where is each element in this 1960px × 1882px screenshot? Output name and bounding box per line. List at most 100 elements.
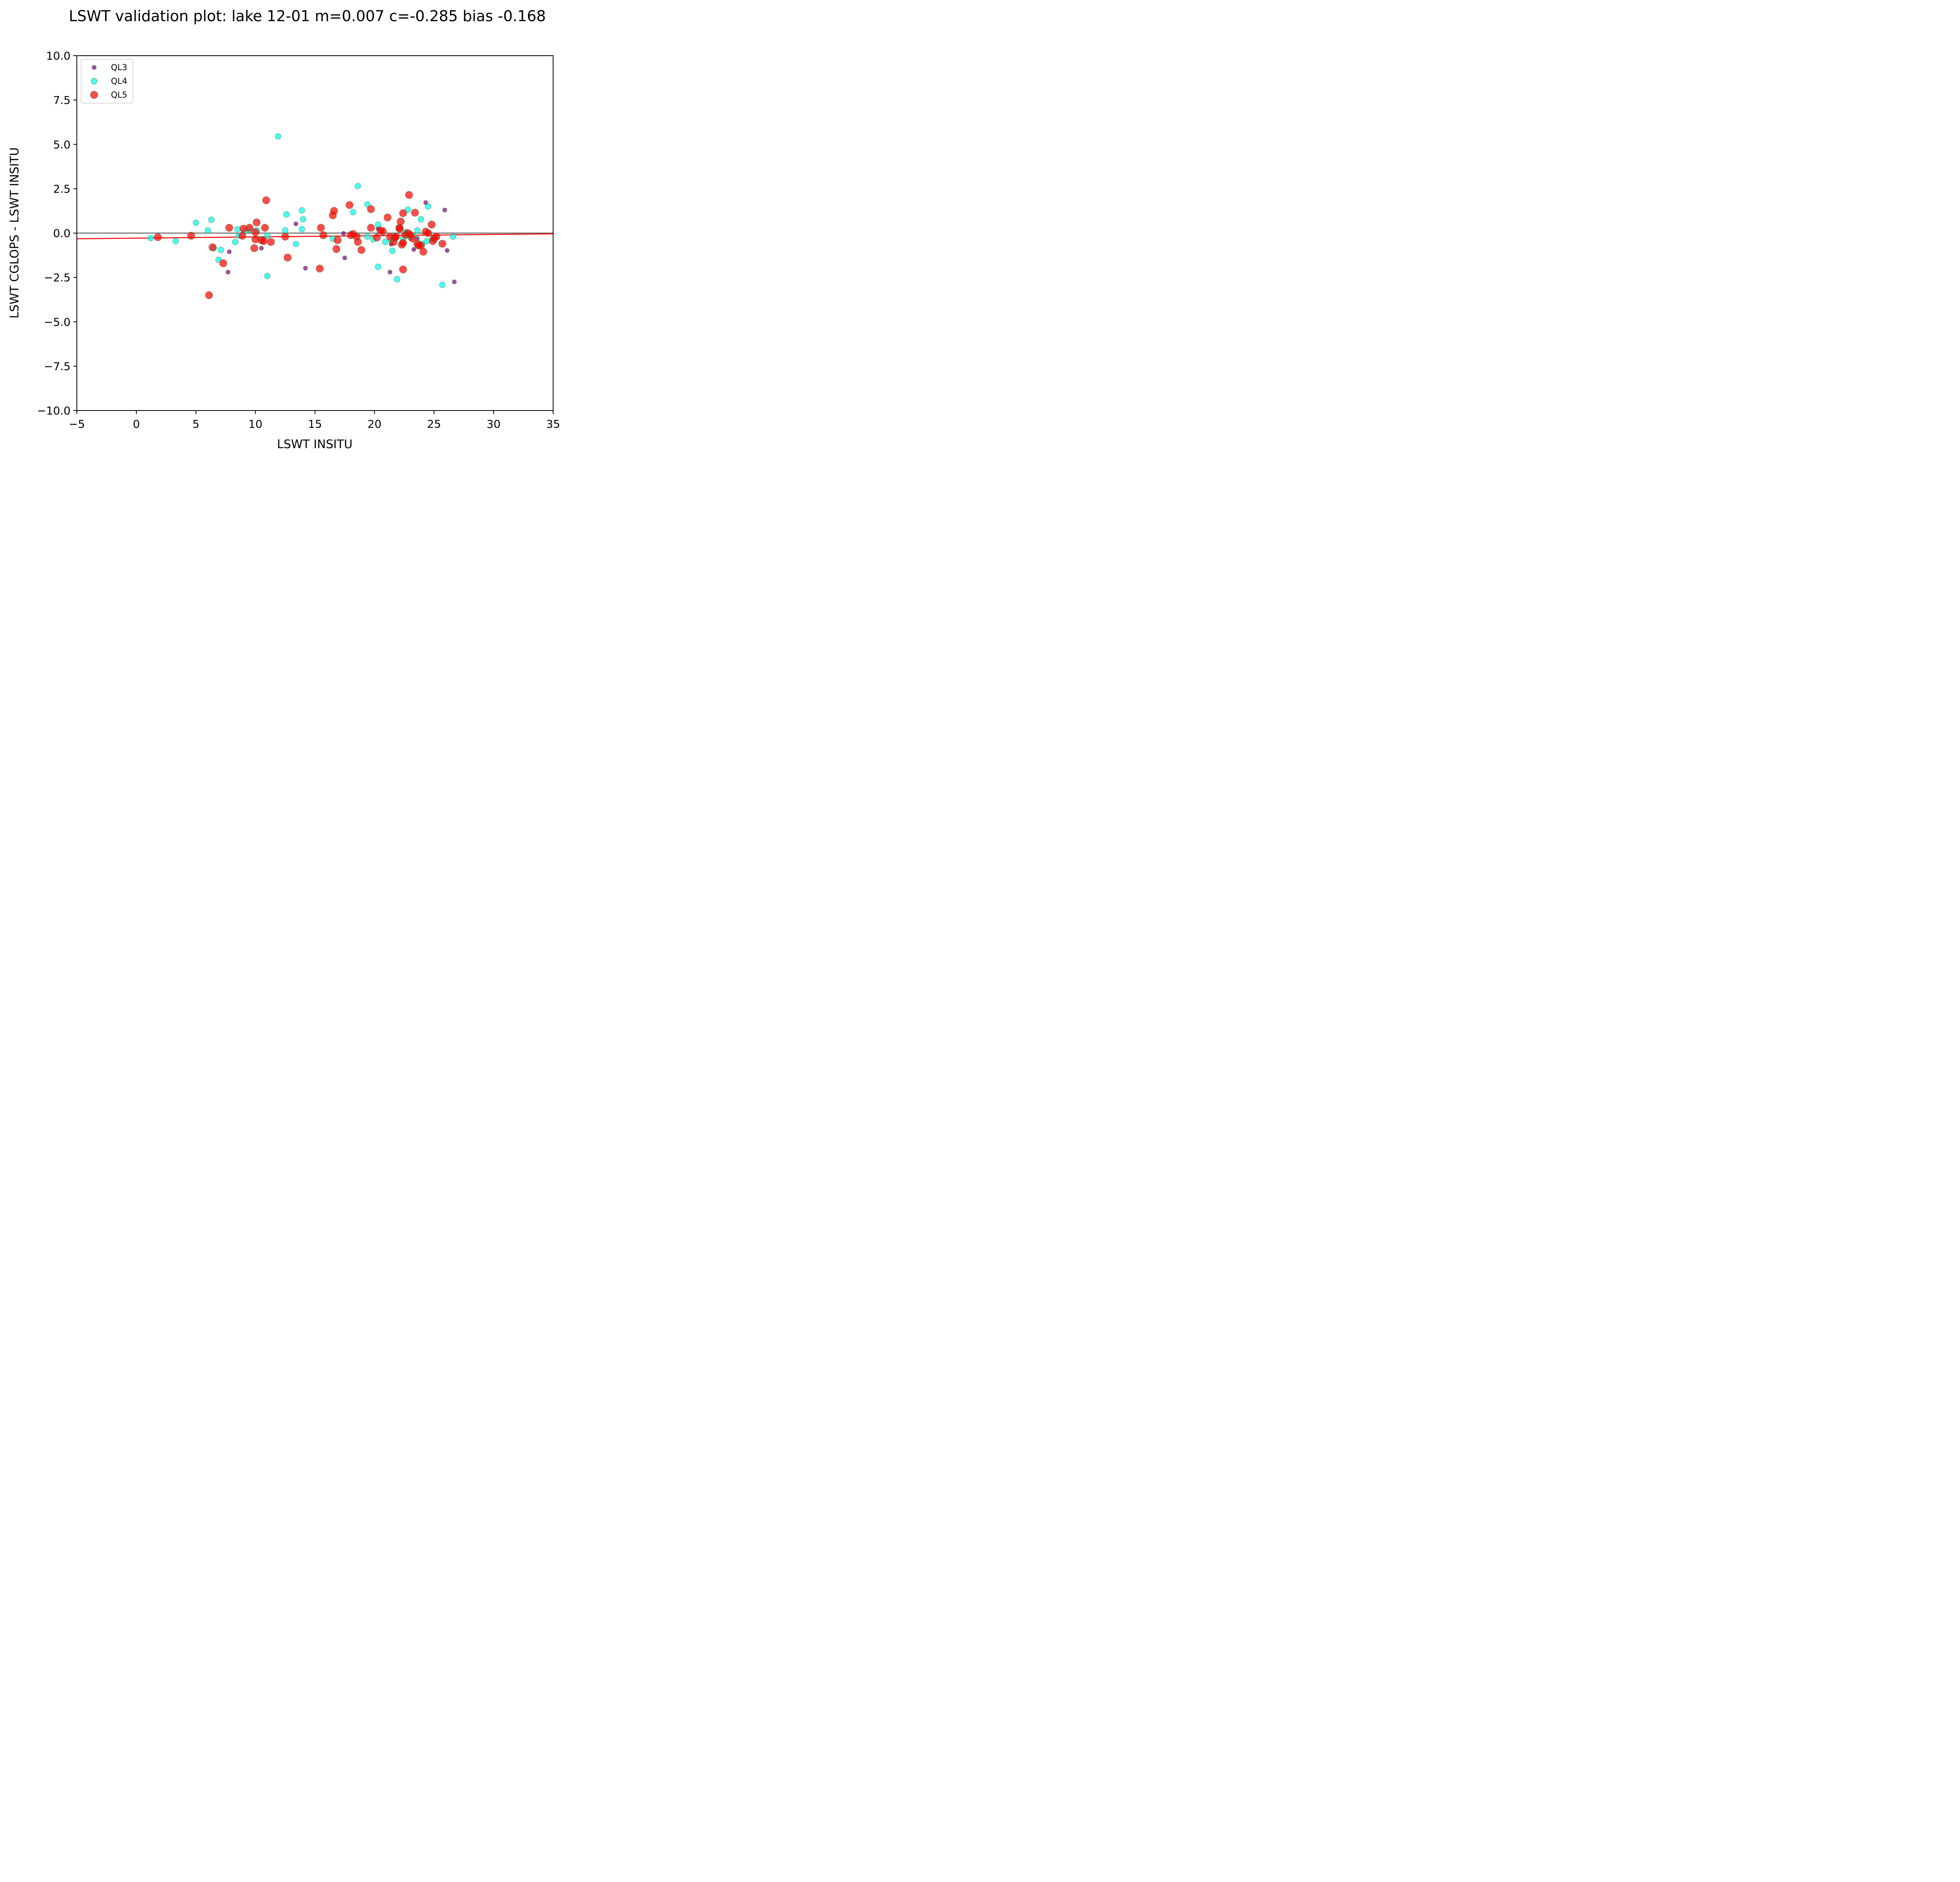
- x-tick-label: 5: [192, 418, 200, 431]
- data-point-ql4: [299, 226, 305, 233]
- x-tick-label: 25: [427, 418, 441, 431]
- legend-marker-ql4: [91, 78, 97, 84]
- data-point-ql5: [250, 244, 258, 252]
- data-point-ql5: [281, 233, 289, 241]
- data-point-ql4: [232, 239, 238, 245]
- data-point-ql5: [245, 223, 254, 232]
- data-point-ql5: [354, 238, 362, 246]
- data-point-ql4: [439, 282, 446, 288]
- data-point-ql5: [209, 243, 217, 251]
- data-point-ql4: [382, 239, 388, 245]
- data-point-ql5: [392, 233, 400, 241]
- data-point-ql4: [218, 247, 224, 253]
- x-tick-label: 20: [368, 418, 382, 431]
- data-point-ql4: [172, 238, 179, 244]
- data-point-ql4: [394, 276, 401, 283]
- data-point-ql5: [399, 209, 407, 217]
- data-point-ql4: [283, 211, 290, 218]
- data-point-ql5: [219, 259, 227, 267]
- y-tick-label: 5.0: [53, 138, 71, 151]
- data-point-ql5: [424, 229, 432, 237]
- x-tick-label: 10: [249, 418, 263, 431]
- y-tick-label: −10.0: [37, 404, 71, 417]
- data-point-ql5: [399, 265, 407, 274]
- series-ql5: [154, 191, 446, 299]
- data-point-ql5: [267, 238, 275, 246]
- data-point-ql5: [367, 223, 375, 232]
- data-point-ql4: [300, 216, 307, 223]
- chart-title: LSWT validation plot: lake 12-01 m=0.007…: [69, 7, 546, 25]
- data-point-ql5: [367, 205, 375, 213]
- data-point-ql5: [397, 218, 405, 226]
- y-tick-label: 2.5: [53, 182, 71, 195]
- plot-frame: [76, 55, 554, 411]
- x-tick-label: 0: [133, 418, 140, 431]
- data-point-ql3: [445, 248, 450, 253]
- data-point-ql5: [373, 233, 381, 242]
- y-axis-ticks: −10.0 −7.5 −5.0 −2.5 0.0 2.5 5.0 7.5 10.0: [37, 49, 77, 417]
- y-tick-label: −2.5: [44, 271, 71, 284]
- data-point-ql4: [375, 263, 381, 270]
- x-tick-label: 30: [486, 418, 501, 431]
- data-point-ql3: [442, 207, 447, 213]
- legend-marker-ql5: [90, 91, 98, 99]
- data-point-ql5: [358, 246, 365, 254]
- scatter-chart: LSWT validation plot: lake 12-01 m=0.007…: [0, 0, 612, 459]
- y-axis-label: LSWT CGLOPS - LSWT INSITU: [8, 147, 22, 319]
- data-point-ql3: [342, 255, 347, 260]
- data-point-ql5: [408, 234, 417, 243]
- data-point-ql4: [364, 201, 371, 208]
- legend-label-ql5: QL5: [111, 90, 127, 100]
- data-point-ql5: [154, 233, 162, 241]
- data-point-ql5: [252, 218, 261, 227]
- x-tick-label: 15: [308, 418, 322, 431]
- legend-marker-ql3: [92, 65, 96, 70]
- x-axis-ticks: −5 0 5 10 15 20 25 30 35: [69, 411, 560, 431]
- data-point-ql3: [293, 222, 298, 226]
- data-point-ql4: [264, 273, 270, 279]
- data-point-ql4: [208, 216, 215, 223]
- data-point-ql4: [147, 235, 154, 242]
- data-point-ql3: [303, 266, 308, 271]
- data-point-ql5: [345, 201, 354, 209]
- data-point-ql4: [417, 216, 424, 223]
- data-point-ql5: [205, 291, 213, 299]
- data-point-ql5: [438, 240, 446, 248]
- y-tick-label: −7.5: [44, 360, 71, 373]
- data-points-layer: [147, 133, 457, 299]
- data-point-ql5: [238, 232, 247, 240]
- data-point-ql5: [405, 191, 413, 199]
- y-tick-label: −5.0: [44, 316, 71, 329]
- data-point-ql5: [251, 228, 260, 236]
- data-point-ql5: [379, 227, 387, 235]
- data-point-ql5: [383, 213, 392, 222]
- data-point-ql5: [317, 223, 325, 232]
- legend-label-ql3: QL3: [111, 63, 127, 72]
- legend: QL3 QL4 QL5: [81, 59, 133, 104]
- data-point-ql4: [389, 247, 396, 254]
- data-point-ql4: [205, 227, 211, 234]
- y-tick-label: 0.0: [53, 227, 71, 240]
- data-point-ql3: [411, 247, 416, 252]
- data-point-ql5: [262, 196, 270, 204]
- data-point-ql5: [332, 245, 341, 253]
- data-point-ql4: [299, 207, 305, 214]
- data-point-ql4: [350, 209, 356, 216]
- data-point-ql4: [450, 233, 456, 240]
- data-point-ql4: [354, 183, 361, 189]
- data-point-ql5: [428, 220, 436, 229]
- y-tick-label: 7.5: [53, 94, 71, 107]
- data-point-ql4: [192, 220, 199, 226]
- data-point-ql5: [419, 248, 427, 256]
- data-point-ql4: [292, 241, 299, 247]
- data-point-ql5: [396, 225, 404, 233]
- data-point-ql5: [261, 223, 269, 232]
- x-tick-label: −5: [69, 418, 85, 431]
- data-point-ql5: [316, 265, 324, 272]
- data-point-ql3: [341, 231, 346, 236]
- data-point-ql5: [411, 209, 419, 217]
- data-point-ql4: [234, 226, 241, 233]
- data-point-ql4: [414, 227, 421, 234]
- legend-label-ql4: QL4: [111, 76, 127, 86]
- data-point-ql5: [330, 207, 338, 215]
